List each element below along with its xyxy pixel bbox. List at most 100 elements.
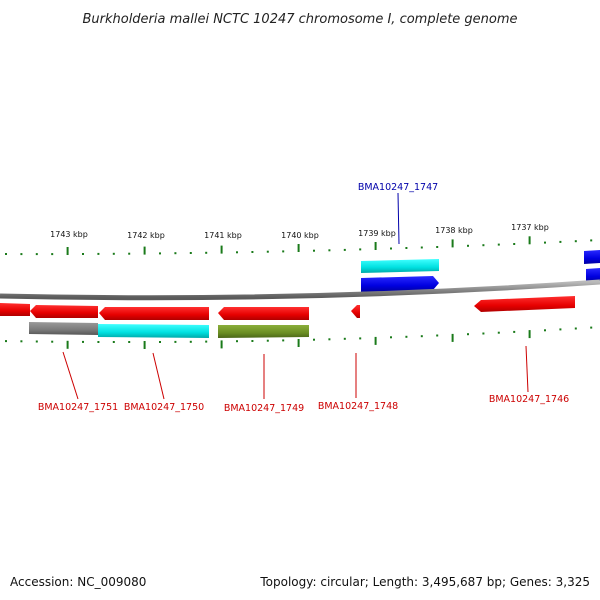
outer-minor-tick bbox=[189, 252, 192, 254]
inner-minor-tick bbox=[343, 337, 346, 340]
outer-minor-tick bbox=[97, 252, 100, 255]
connector-1750 bbox=[152, 352, 165, 400]
label-connectors bbox=[62, 192, 529, 400]
outer-minor-tick bbox=[112, 252, 115, 255]
outer-minor-tick bbox=[420, 246, 423, 249]
inner-minor-tick bbox=[482, 332, 485, 335]
inner-minor-tick bbox=[405, 335, 408, 338]
outer-minor-tick bbox=[467, 244, 469, 247]
outer-minor-tick bbox=[574, 240, 577, 243]
outer-major-tick bbox=[528, 236, 531, 245]
inner-minor-tick bbox=[159, 341, 161, 343]
inner-minor-tick bbox=[513, 330, 516, 333]
inner-minor-tick bbox=[205, 340, 208, 343]
feature-red-edge[interactable] bbox=[0, 303, 30, 316]
outer-major-tick bbox=[66, 247, 69, 255]
kbp-label-1742: 1742 kbp bbox=[127, 231, 165, 240]
feature-blue-edge-2[interactable] bbox=[586, 268, 600, 282]
inner-major-tick bbox=[528, 330, 531, 339]
outer-minor-tick bbox=[559, 240, 562, 243]
inner-minor-tick bbox=[282, 339, 285, 342]
outer-minor-tick bbox=[159, 252, 161, 255]
outer-major-tick bbox=[451, 239, 454, 248]
outer-minor-tick bbox=[359, 248, 362, 251]
inner-minor-tick bbox=[328, 338, 331, 341]
inner-minor-tick bbox=[174, 340, 177, 343]
gene-label-1749[interactable]: BMA10247_1749 bbox=[224, 403, 304, 414]
kbp-labels: 1743 kbp 1742 kbp 1741 kbp 1740 kbp 1739… bbox=[50, 223, 549, 240]
inner-minor-tick bbox=[112, 341, 115, 343]
inner-major-tick bbox=[297, 339, 300, 347]
inner-tick-ruler bbox=[5, 326, 593, 349]
outer-major-tick bbox=[143, 246, 146, 255]
outer-major-tick bbox=[297, 244, 300, 252]
inner-major-tick bbox=[374, 336, 377, 345]
outer-minor-tick bbox=[128, 252, 131, 255]
outer-minor-tick bbox=[482, 244, 485, 247]
inner-minor-tick bbox=[5, 340, 7, 343]
feature-BMA10247_1746[interactable] bbox=[474, 296, 575, 312]
outer-minor-tick bbox=[174, 252, 177, 255]
feature-red-1750[interactable] bbox=[99, 307, 209, 320]
gene-labels: BMA10247_1747 BMA10247_1751 BMA10247_175… bbox=[38, 182, 569, 414]
inner-minor-tick bbox=[313, 338, 315, 341]
kbp-label-1739: 1739 kbp bbox=[358, 229, 396, 238]
accession-text: Accession: NC_009080 bbox=[10, 575, 146, 589]
gene-label-1748[interactable]: BMA10247_1748 bbox=[318, 401, 398, 412]
outer-minor-tick bbox=[405, 247, 408, 249]
feature-BMA10247_1749[interactable] bbox=[218, 325, 309, 338]
inner-minor-tick bbox=[128, 341, 131, 343]
outer-minor-tick bbox=[82, 253, 84, 255]
inner-minor-tick bbox=[574, 327, 577, 330]
outer-major-tick bbox=[374, 242, 377, 250]
inner-minor-tick bbox=[390, 336, 392, 339]
feature-red-1749[interactable] bbox=[218, 307, 309, 320]
kbp-label-1741: 1741 kbp bbox=[204, 231, 242, 240]
outer-minor-tick bbox=[390, 247, 392, 250]
kbp-label-1738: 1738 kbp bbox=[435, 226, 473, 235]
outer-minor-tick bbox=[266, 250, 269, 253]
inner-minor-tick bbox=[420, 335, 423, 338]
feature-BMA10247_1750[interactable] bbox=[98, 324, 209, 338]
feature-blue-edge-1[interactable] bbox=[584, 250, 600, 264]
connector-1751 bbox=[62, 351, 79, 400]
inner-minor-tick bbox=[436, 334, 439, 337]
inner-minor-tick bbox=[97, 341, 100, 343]
outer-tick-ruler bbox=[5, 236, 593, 256]
feature-cyan-forward[interactable] bbox=[361, 259, 439, 273]
gene-label-1751[interactable]: BMA10247_1751 bbox=[38, 402, 118, 413]
gene-label-1747[interactable]: BMA10247_1747 bbox=[358, 182, 438, 193]
inner-minor-tick bbox=[20, 340, 23, 343]
feature-red-1751[interactable] bbox=[30, 305, 98, 318]
outer-minor-tick bbox=[513, 243, 516, 245]
feature-BMA10247_1748[interactable] bbox=[351, 305, 360, 318]
inner-major-tick bbox=[66, 340, 69, 349]
inner-minor-tick bbox=[359, 337, 362, 340]
outer-minor-tick bbox=[590, 239, 593, 242]
genome-backbone bbox=[0, 279, 600, 301]
inner-minor-tick bbox=[251, 340, 254, 342]
inner-major-tick bbox=[220, 340, 223, 349]
inner-minor-tick bbox=[590, 326, 593, 329]
outer-minor-tick bbox=[35, 253, 38, 256]
inner-minor-tick bbox=[35, 340, 38, 343]
outer-minor-tick bbox=[436, 246, 439, 248]
map-title: Burkholderia mallei NCTC 10247 chromosom… bbox=[82, 12, 517, 27]
feature-BMA10247_1747[interactable] bbox=[361, 276, 439, 292]
outer-minor-tick bbox=[236, 251, 238, 254]
outer-minor-tick bbox=[343, 248, 346, 251]
outer-minor-tick bbox=[497, 243, 500, 246]
outer-minor-tick bbox=[282, 250, 285, 253]
outer-minor-tick bbox=[5, 253, 7, 255]
inner-minor-tick bbox=[236, 340, 238, 343]
gene-label-1750[interactable]: BMA10247_1750 bbox=[124, 402, 204, 413]
outer-minor-tick bbox=[328, 249, 331, 252]
connector-1746 bbox=[525, 345, 529, 393]
outer-minor-tick bbox=[20, 253, 23, 256]
gene-label-1746[interactable]: BMA10247_1746 bbox=[489, 394, 569, 405]
inner-major-tick bbox=[143, 341, 146, 349]
outer-minor-tick bbox=[51, 253, 54, 256]
outer-major-tick bbox=[220, 245, 223, 254]
feature-BMA10247_1751[interactable] bbox=[29, 322, 98, 335]
